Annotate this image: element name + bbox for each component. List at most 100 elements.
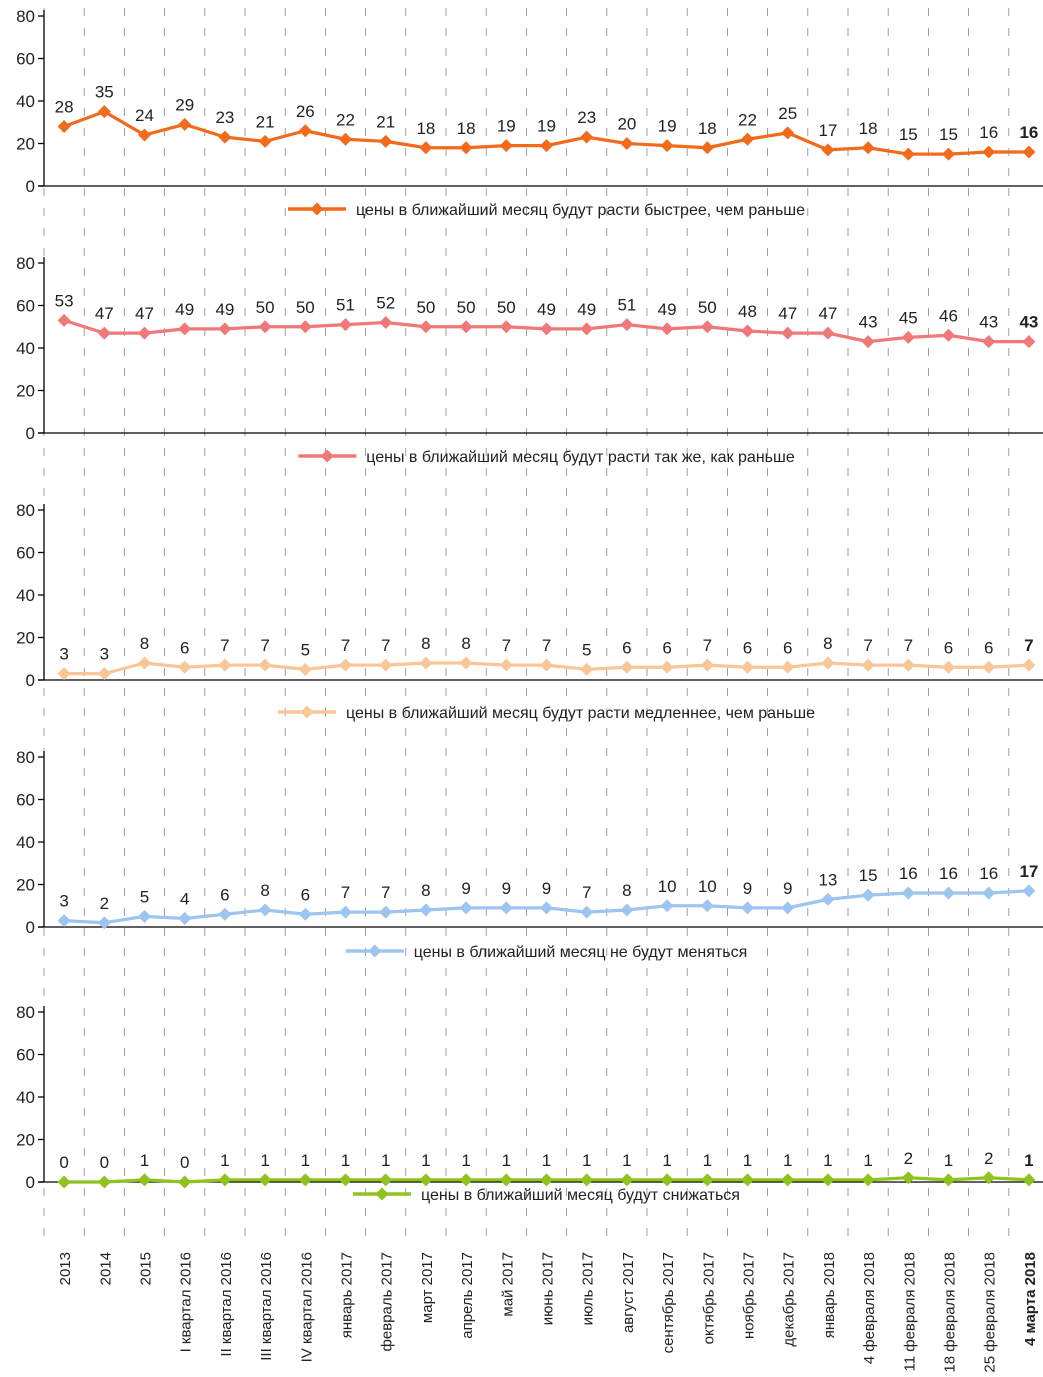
legend-marker: [300, 705, 314, 719]
data-point-marker: [660, 660, 674, 674]
data-point-marker: [540, 658, 553, 672]
legend-label: цены в ближайший месяц не будут меняться: [414, 944, 748, 961]
data-point-marker: [218, 1173, 232, 1187]
data-label: 1: [1024, 1151, 1033, 1170]
data-label: 35: [95, 83, 114, 102]
data-label: 47: [135, 304, 154, 323]
x-tick-label: апрель 2017: [459, 1252, 476, 1339]
data-point-marker: [580, 1173, 594, 1187]
data-label: 19: [537, 117, 556, 136]
data-label: 7: [904, 636, 913, 655]
data-label: 50: [256, 298, 275, 317]
data-label: 43: [859, 313, 878, 332]
data-label: 15: [859, 866, 878, 885]
data-point-marker: [298, 320, 312, 334]
data-label: 48: [738, 302, 757, 321]
data-point-marker: [258, 903, 272, 917]
y-tick-label: 0: [26, 177, 35, 196]
legend-marker: [368, 944, 382, 958]
data-point-marker: [580, 322, 594, 336]
data-label: 0: [100, 1153, 109, 1172]
data-label: 2: [904, 1149, 913, 1168]
x-tick-label: июнь 2017: [540, 1252, 557, 1325]
data-point-marker: [741, 660, 754, 674]
x-tick-label: I квартал 2016: [178, 1252, 195, 1352]
x-tick-label: 2015: [138, 1252, 155, 1285]
data-point-marker: [258, 1173, 272, 1187]
data-point-marker: [741, 132, 754, 146]
data-point-marker: [97, 105, 111, 119]
data-label: 0: [180, 1153, 189, 1172]
data-label: 6: [220, 885, 229, 904]
y-tick-label: 40: [16, 586, 35, 605]
data-label: 15: [939, 125, 958, 144]
data-label: 7: [542, 636, 551, 655]
data-label: 6: [622, 638, 631, 657]
data-label: 16: [979, 864, 998, 883]
data-label: 5: [582, 640, 591, 659]
data-point-marker: [620, 1173, 634, 1187]
x-tick-label: май 2017: [499, 1252, 516, 1317]
data-label: 1: [542, 1151, 551, 1170]
data-label: 7: [381, 636, 390, 655]
data-label: 18: [416, 119, 435, 138]
legend-marker: [310, 202, 324, 216]
data-point-marker: [57, 914, 71, 928]
data-label: 7: [582, 883, 591, 902]
data-point-marker: [57, 313, 71, 327]
data-label: 6: [984, 638, 993, 657]
data-label: 51: [617, 296, 636, 315]
data-label: 7: [381, 883, 390, 902]
data-label: 18: [859, 119, 878, 138]
x-tick-label: II квартал 2016: [218, 1252, 235, 1357]
data-point-marker: [942, 886, 955, 900]
data-label: 6: [662, 638, 671, 657]
data-point-marker: [861, 1173, 875, 1187]
data-point-marker: [540, 901, 553, 915]
data-point-marker: [218, 907, 232, 921]
data-point-marker: [741, 1173, 754, 1187]
data-point-marker: [821, 1173, 835, 1187]
data-label: 8: [421, 634, 430, 653]
data-label: 17: [1019, 862, 1038, 881]
data-point-marker: [138, 1173, 151, 1187]
data-point-marker: [982, 660, 996, 674]
data-point-marker: [660, 899, 674, 913]
data-label: 6: [180, 638, 189, 657]
data-point-marker: [982, 145, 996, 159]
data-label: 22: [738, 110, 757, 129]
data-point-marker: [97, 1175, 111, 1189]
data-point-marker: [540, 322, 553, 336]
data-label: 16: [979, 123, 998, 142]
y-tick-label: 60: [16, 297, 35, 316]
data-point-marker: [339, 905, 352, 919]
y-tick-label: 20: [16, 629, 35, 648]
data-point-marker: [700, 658, 714, 672]
y-tick-label: 0: [26, 671, 35, 690]
x-tick-label: 25 февраля 2018: [982, 1252, 999, 1372]
data-point-marker: [258, 658, 272, 672]
y-tick-label: 0: [26, 1173, 35, 1192]
data-label: 23: [215, 108, 234, 127]
data-label: 49: [658, 300, 677, 319]
data-label: 7: [220, 636, 229, 655]
data-point-marker: [781, 326, 795, 340]
data-label: 20: [617, 115, 636, 134]
data-point-marker: [1022, 658, 1036, 672]
y-tick-label: 60: [16, 791, 35, 810]
y-tick-label: 20: [16, 135, 35, 154]
data-label: 47: [818, 304, 837, 323]
data-label: 19: [658, 117, 677, 136]
panel-1: 0 20 40 60 80 28 35 24 29 23 21 26 22 21 18 18 19 19 23 20 1…: [16, 7, 1043, 219]
data-point-marker: [459, 1173, 473, 1187]
data-point-marker: [1022, 145, 1036, 159]
data-label: 8: [260, 881, 269, 900]
data-point-marker: [258, 134, 272, 148]
x-tick-label: декабрь 2017: [781, 1252, 798, 1347]
x-tick-label: январь 2017: [339, 1252, 356, 1338]
data-label: 7: [502, 636, 511, 655]
data-point-marker: [178, 660, 192, 674]
y-tick-label: 20: [16, 1131, 35, 1150]
data-point-marker: [901, 886, 915, 900]
y-tick-label: 20: [16, 382, 35, 401]
